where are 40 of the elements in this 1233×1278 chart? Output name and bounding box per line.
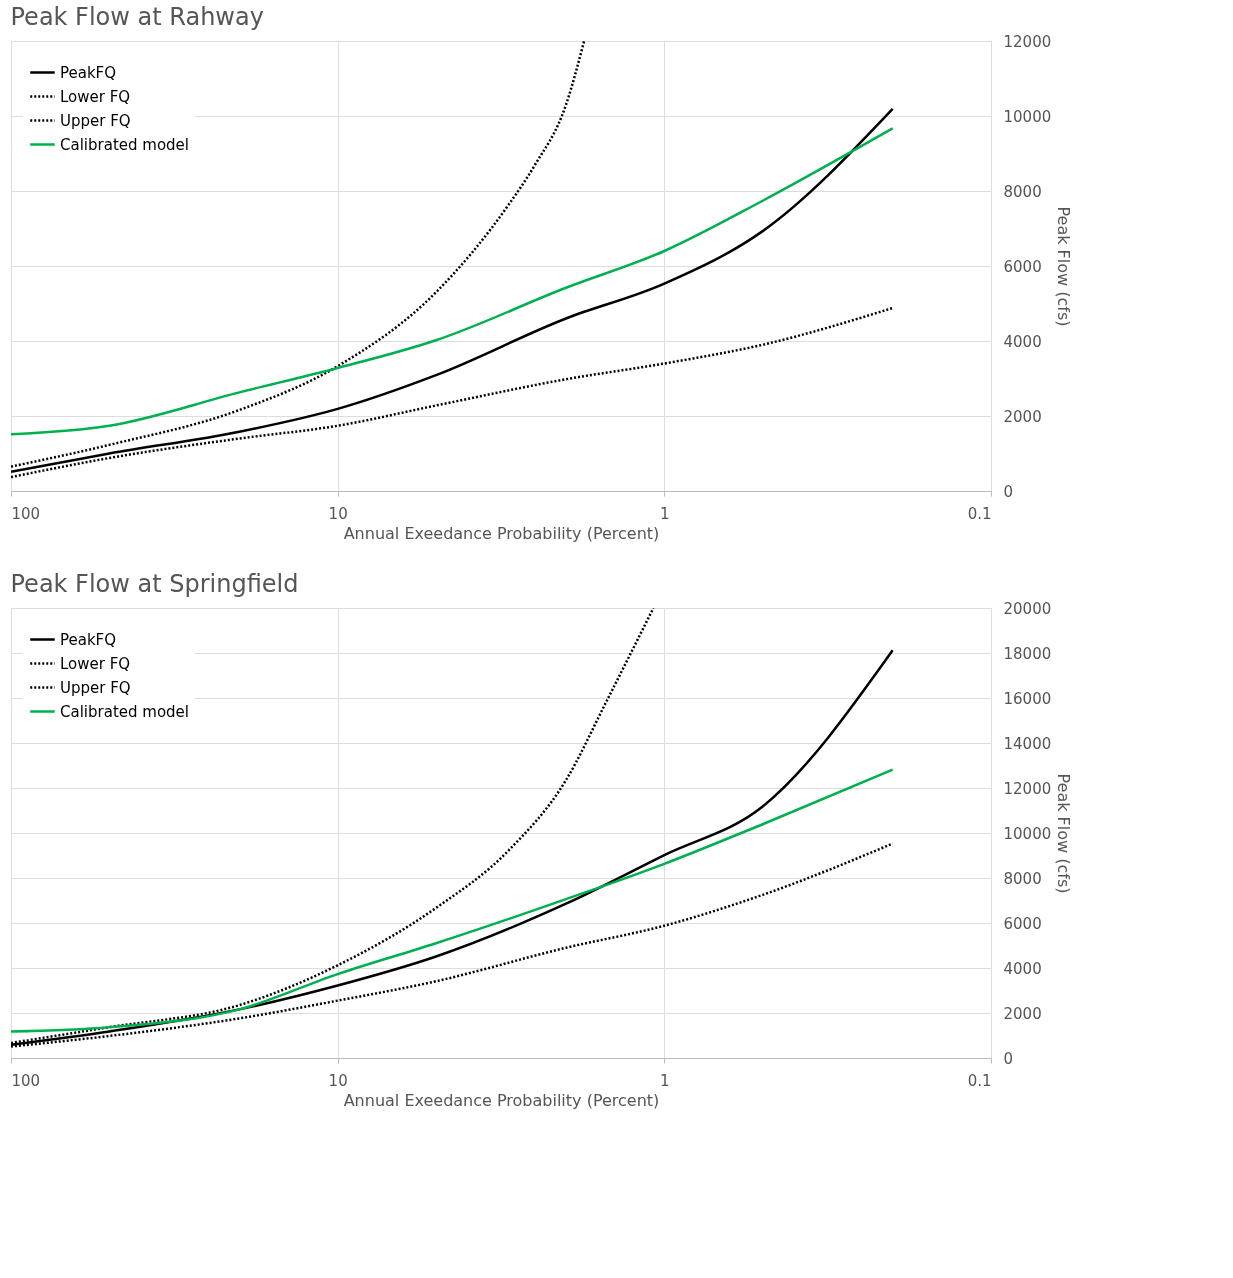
- legend-label: Upper FQ: [60, 111, 131, 130]
- y-tick-label: 10000: [1003, 107, 1052, 126]
- y-tick-label: 10000: [1003, 824, 1052, 843]
- y-tick-label: 0: [1003, 482, 1014, 501]
- chart-title: Peak Flow at Rahway: [10, 3, 264, 31]
- y-tick-label: 0: [1003, 1049, 1014, 1068]
- x-axis-title: Annual Exeedance Probability (Percent): [343, 1090, 660, 1110]
- x-tick-label: 100: [11, 1071, 41, 1090]
- y-tick-label: 8000: [1003, 869, 1042, 888]
- x-axis-title: Annual Exeedance Probability (Percent): [343, 523, 660, 543]
- y-tick-label: 2000: [1003, 1004, 1042, 1023]
- y-tick-label: 4000: [1003, 959, 1042, 978]
- legend-label: Lower FQ: [60, 87, 131, 106]
- legend-label: PeakFQ: [60, 630, 117, 649]
- y-tick-label: 2000: [1003, 407, 1042, 426]
- y-axis-title: Peak Flow (cfs): [1054, 206, 1074, 327]
- x-tick-label: 10: [328, 504, 348, 523]
- x-tick-label: 1: [660, 1071, 670, 1090]
- y-tick-label: 20000: [1003, 599, 1052, 618]
- legend-label: PeakFQ: [60, 63, 117, 82]
- y-tick-label: 16000: [1003, 689, 1052, 708]
- chart-title: Peak Flow at Springfield: [10, 570, 299, 598]
- legend-label: Calibrated model: [60, 702, 189, 721]
- x-tick-label: 100: [11, 504, 41, 523]
- x-tick-label: 0.1: [967, 504, 992, 523]
- y-tick-label: 8000: [1003, 182, 1042, 201]
- x-tick-label: 0.1: [967, 1071, 992, 1090]
- y-tick-label: 14000: [1003, 734, 1052, 753]
- y-axis-title: Peak Flow (cfs): [1054, 773, 1074, 894]
- x-tick-label: 10: [328, 1071, 348, 1090]
- legend-label: Upper FQ: [60, 678, 131, 697]
- y-tick-label: 12000: [1003, 779, 1052, 798]
- legend-label: Lower FQ: [60, 654, 131, 673]
- y-tick-label: 6000: [1003, 257, 1042, 276]
- y-tick-label: 6000: [1003, 914, 1042, 933]
- x-tick-label: 1: [660, 504, 670, 523]
- legend-label: Calibrated model: [60, 135, 189, 154]
- y-tick-label: 18000: [1003, 644, 1052, 663]
- y-tick-label: 12000: [1003, 32, 1052, 51]
- y-tick-label: 4000: [1003, 332, 1042, 351]
